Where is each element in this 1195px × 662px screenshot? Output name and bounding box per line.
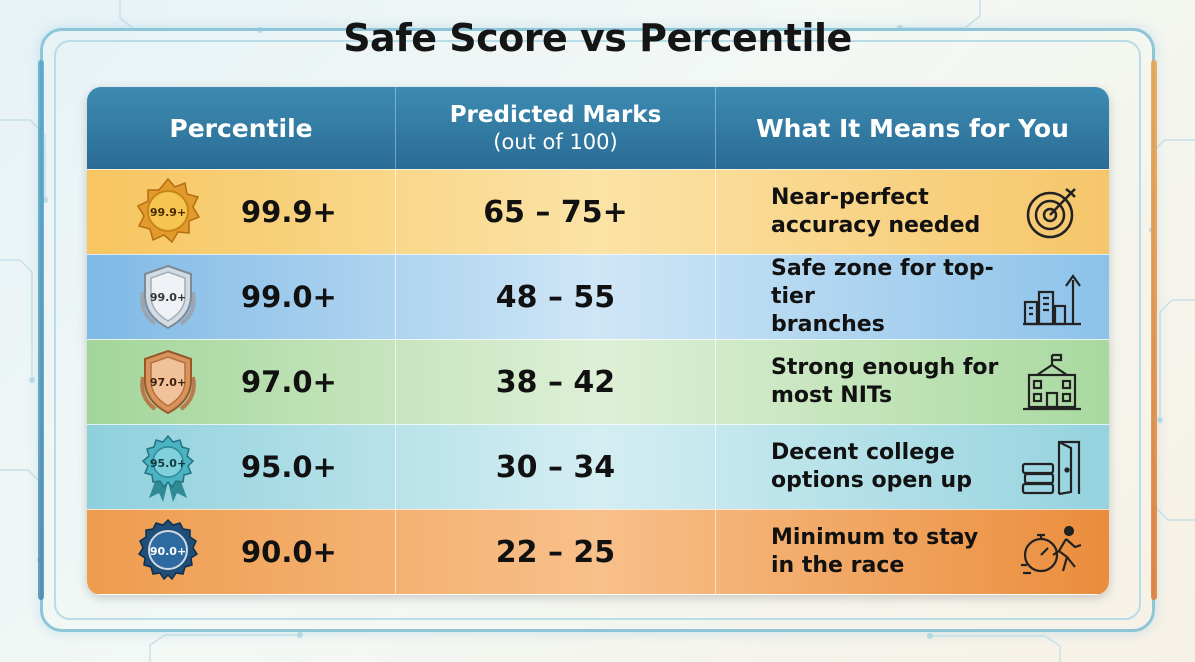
growth-buildings-icon: [1021, 266, 1083, 328]
percentile-value: 99.0+: [241, 280, 337, 314]
page-title: Safe Score vs Percentile: [343, 16, 852, 60]
predicted-marks: 22 – 25: [396, 510, 716, 594]
badge-label: 95.0+: [150, 457, 186, 470]
percentile-cell: 95.0+ 95.0+: [87, 425, 396, 509]
percentile-value: 90.0+: [241, 535, 337, 569]
percentile-value: 97.0+: [241, 365, 337, 399]
books-door-icon: [1021, 436, 1083, 498]
table-row: 99.9+ 99.9+ 65 – 75+ Near-perfect accura…: [87, 169, 1109, 254]
percentile-cell: 97.0+ 97.0+: [87, 340, 396, 424]
percentile-cell: 99.9+ 99.9+: [87, 170, 396, 254]
meaning-text: Safe zone for top-tier branches: [771, 255, 1021, 339]
school-building-icon: [1021, 351, 1083, 413]
gold-medal-badge-icon: 99.9+: [135, 177, 201, 247]
badge-label: 97.0+: [150, 376, 186, 389]
table-row: 97.0+ 97.0+ 38 – 42 Strong enough for mo…: [87, 339, 1109, 424]
header-means-label: What It Means for You: [756, 113, 1069, 143]
table-row: 99.0+ 99.0+ 48 – 55 Safe zone for top-ti…: [87, 254, 1109, 339]
meaning-text: Near-perfect accuracy needed: [771, 184, 1021, 240]
predicted-marks: 48 – 55: [396, 255, 716, 339]
percentile-value: 99.9+: [241, 195, 337, 229]
silver-shield-badge-icon: 99.0+: [135, 262, 201, 332]
meaning-text: Minimum to stay in the race: [771, 524, 1021, 580]
header-marks-sublabel: (out of 100): [493, 130, 618, 154]
percentile-table: Percentile Predicted Marks (out of 100) …: [87, 87, 1109, 595]
stopwatch-runner-icon: [1021, 521, 1083, 583]
target-icon: [1021, 181, 1083, 243]
meaning-line-1: Minimum to stay: [771, 525, 979, 550]
meaning-text: Strong enough for most NITs: [771, 354, 1021, 410]
left-accent-bar: [38, 60, 44, 600]
header-percentile: Percentile: [87, 87, 396, 169]
predicted-marks: 65 – 75+: [396, 170, 716, 254]
predicted-marks: 38 – 42: [396, 340, 716, 424]
meaning-text: Decent college options open up: [771, 439, 1021, 495]
table-row: 90.0+ 90.0+ 22 – 25 Minimum to stay in t…: [87, 509, 1109, 594]
right-accent-bar: [1151, 60, 1157, 600]
meaning-line-2: branches: [771, 312, 885, 337]
bronze-shield-badge-icon: 97.0+: [135, 347, 201, 417]
percentile-cell: 99.0+ 99.0+: [87, 255, 396, 339]
badge-label: 99.9+: [150, 206, 186, 219]
badge-label: 99.0+: [150, 291, 186, 304]
meaning-line-1: Near-perfect: [771, 185, 929, 210]
teal-ribbon-badge-icon: 95.0+: [135, 432, 201, 502]
predicted-marks: 30 – 34: [396, 425, 716, 509]
meaning-cell: Decent college options open up: [716, 425, 1109, 509]
table-header: Percentile Predicted Marks (out of 100) …: [87, 87, 1109, 169]
header-marks-label: Predicted Marks: [449, 102, 662, 128]
meaning-line-1: Decent college: [771, 440, 955, 465]
inner-frame: [54, 40, 1141, 620]
meaning-cell: Minimum to stay in the race: [716, 510, 1109, 594]
percentile-cell: 90.0+ 90.0+: [87, 510, 396, 594]
percentile-value: 95.0+: [241, 450, 337, 484]
table-row: 95.0+ 95.0+ 30 – 34 Decent college optio…: [87, 424, 1109, 509]
meaning-line-1: Safe zone for top-tier: [771, 256, 994, 309]
meaning-cell: Safe zone for top-tier branches: [716, 255, 1109, 339]
meaning-line-2: most NITs: [771, 383, 893, 408]
meaning-line-2: options open up: [771, 468, 972, 493]
header-what-it-means: What It Means for You: [716, 87, 1109, 169]
header-predicted-marks: Predicted Marks (out of 100): [396, 87, 716, 169]
navy-seal-badge-icon: 90.0+: [135, 517, 201, 587]
header-percentile-label: Percentile: [169, 113, 313, 143]
meaning-cell: Strong enough for most NITs: [716, 340, 1109, 424]
meaning-cell: Near-perfect accuracy needed: [716, 170, 1109, 254]
meaning-line-2: in the race: [771, 553, 905, 578]
meaning-line-2: accuracy needed: [771, 213, 981, 238]
meaning-line-1: Strong enough for: [771, 355, 999, 380]
badge-label: 90.0+: [150, 545, 186, 558]
